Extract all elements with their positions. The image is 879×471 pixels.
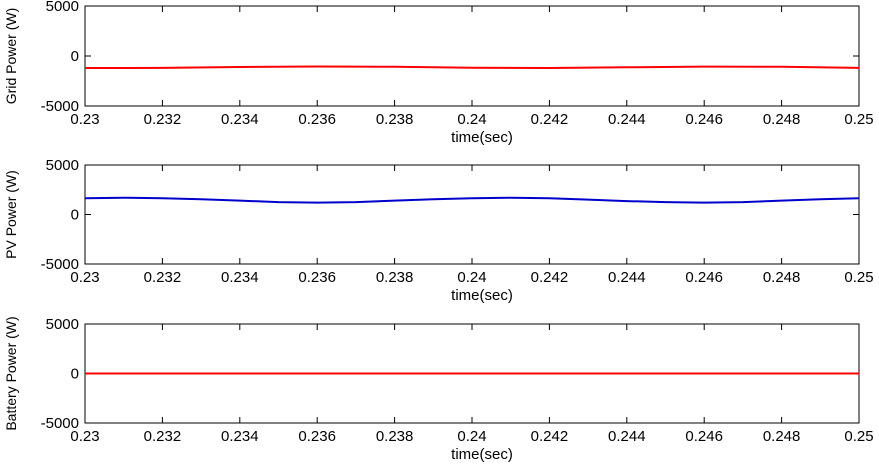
chart-1-ytick-label: 0 (71, 48, 79, 65)
chart-3-xtick-label: 0.236 (298, 428, 336, 445)
chart-1-xlabel: time(sec) (451, 129, 513, 146)
chart-1-axes-box (84, 5, 860, 107)
chart-1-xtick-label: 0.24 (457, 111, 486, 128)
chart-1-ylabel: Grid Power (W) (3, 8, 19, 104)
chart-3-xtick-label: 0.25 (844, 428, 873, 445)
chart-3-xtick-label: 0.23 (70, 428, 99, 445)
chart-3-xtick-label: 0.24 (457, 428, 486, 445)
chart-1-ytick-label: 5000 (46, 0, 79, 15)
chart-1-xtick-label: 0.248 (763, 111, 801, 128)
chart-2-xtick-label: 0.238 (376, 269, 414, 286)
chart-2-ytick-label: 5000 (46, 157, 79, 174)
chart-2-xtick-label: 0.246 (685, 269, 723, 286)
chart-2-panel: 0.23 0.232 0.234 0.236 0.238 0.24 0.242 0.244 0.… (3, 157, 874, 304)
chart-2-xtick-label: 0.24 (457, 269, 486, 286)
chart-2-xtick-label: 0.244 (608, 269, 646, 286)
chart-1-panel: 0.23 0.232 0.234 0.236 0.238 0.24 0.242 0.244 0.… (3, 0, 874, 146)
chart-1-xtick-label: 0.234 (221, 111, 259, 128)
chart-3-ytick-label: 5000 (46, 316, 79, 333)
chart-3-xtick-label: 0.232 (144, 428, 182, 445)
chart-1-xtick-label: 0.246 (685, 111, 723, 128)
chart-3-panel: 0.23 0.232 0.234 0.236 0.238 0.24 0.242 0.244 0.… (3, 316, 874, 463)
chart-2-series-1-line (84, 196, 860, 204)
chart-1-xtick-label: 0.244 (608, 111, 646, 128)
chart-3-xtick-label: 0.238 (376, 428, 414, 445)
chart-1-xtick-label: 0.23 (70, 111, 99, 128)
chart-2-xtick-label: 0.248 (763, 269, 801, 286)
chart-2-xtick-label: 0.25 (844, 269, 873, 286)
chart-1-series-1-line (84, 65, 860, 70)
chart-3-xtick-label: 0.242 (531, 428, 569, 445)
chart-2-xtick-label: 0.232 (144, 269, 182, 286)
chart-2-axes-box (84, 164, 860, 265)
chart-2-xtick-label: 0.23 (70, 269, 99, 286)
chart-1-xtick-label: 0.236 (298, 111, 336, 128)
chart-3-ytick-label: -5000 (41, 415, 79, 432)
chart-1-xtick-label: 0.232 (144, 111, 182, 128)
chart-2-ytick-label: -5000 (41, 256, 79, 273)
chart-2-ylabel: PV Power (W) (3, 170, 19, 259)
chart-3-xtick-label: 0.244 (608, 428, 646, 445)
chart-1-xtick-label: 0.242 (531, 111, 569, 128)
chart-2-xtick-label: 0.234 (221, 269, 259, 286)
chart-3-xlabel: time(sec) (451, 446, 513, 463)
chart-3-ytick-label: 0 (71, 366, 79, 383)
chart-2-xtick-label: 0.242 (531, 269, 569, 286)
chart-3-xtick-label: 0.234 (221, 428, 259, 445)
chart-2-xlabel: time(sec) (451, 287, 513, 304)
chart-1-xtick-label: 0.25 (844, 111, 873, 128)
chart-3-xtick-label: 0.248 (763, 428, 801, 445)
chart-3-ylabel: Battery Power (W) (3, 316, 19, 430)
chart-3-xtick-label: 0.246 (685, 428, 723, 445)
chart-2-xtick-label: 0.236 (298, 269, 336, 286)
chart-1-ytick-label: -5000 (41, 98, 79, 115)
chart-2-ytick-label: 0 (71, 207, 79, 224)
chart-1-xtick-label: 0.238 (376, 111, 414, 128)
